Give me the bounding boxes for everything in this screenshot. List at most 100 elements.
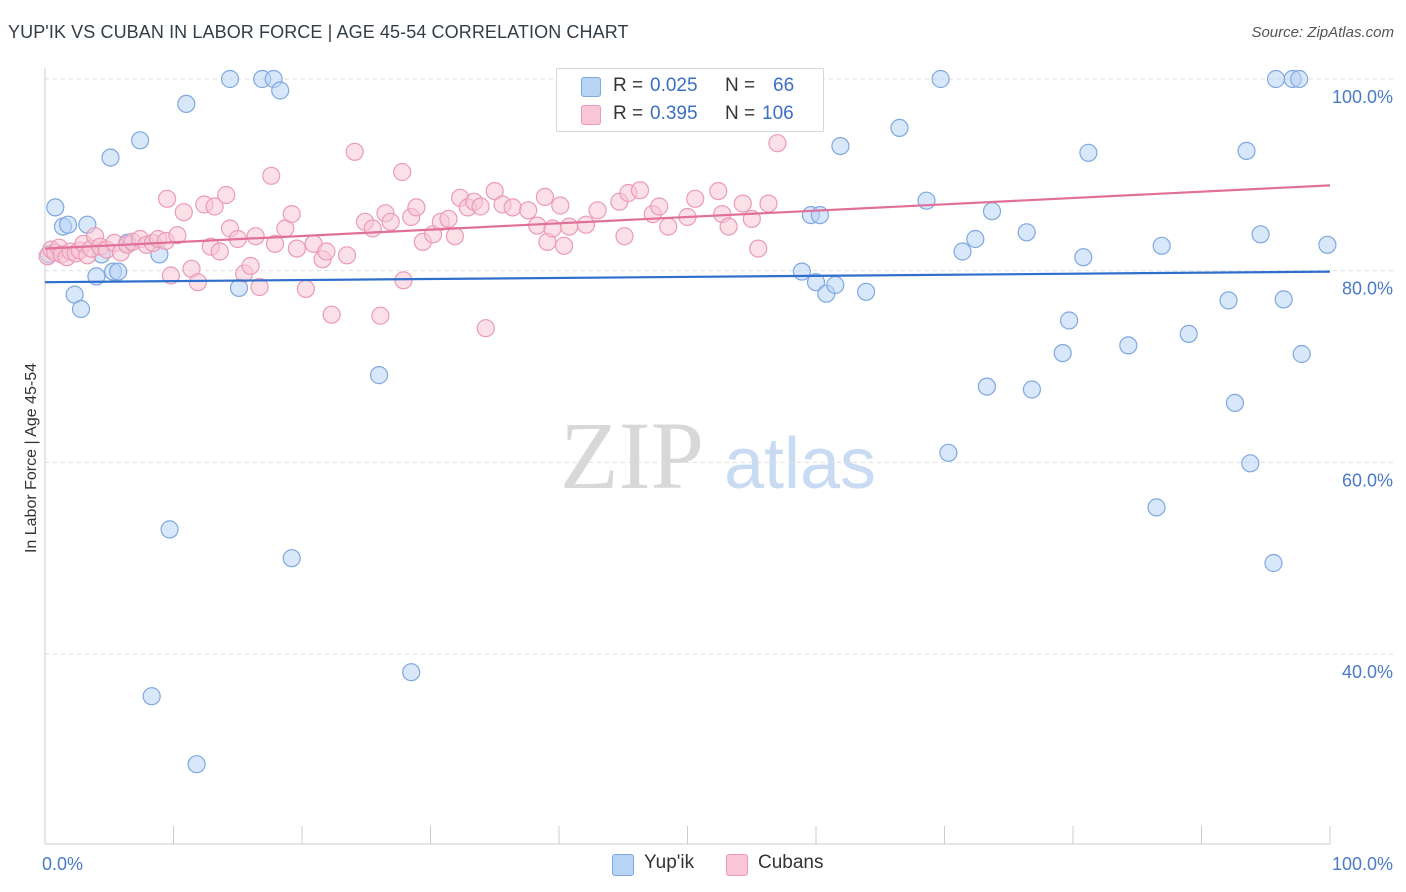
axes [44,68,1331,845]
scatter-point [337,246,357,265]
legend-n-label: N = [725,75,756,96]
scatter-point [1022,380,1042,399]
scatter-point [241,256,260,275]
legend-row-yupik: R = 0.025 N = 66 [557,73,823,99]
scatter-point [686,189,705,208]
scatter-point [1053,344,1072,363]
legend-r-value: 0.025 [650,75,698,96]
series-cubans [38,134,787,338]
scatter-point [445,227,464,246]
scatter-point [282,549,301,568]
scatter-point [939,443,958,462]
scatter-point [262,166,281,185]
legend-r-value: 0.395 [650,103,698,124]
scatter-point [1241,454,1260,473]
scatter-point [615,227,634,246]
legend-n-value: 106 [762,103,794,124]
scatter-point [1290,69,1309,89]
y-tick-label: 80.0% [1342,279,1393,299]
scatter-point [407,198,426,217]
scatter-point [393,162,412,182]
scatter-point [220,69,240,89]
watermark-zip: ZIP [560,402,704,509]
scatter-point [210,242,229,261]
scatter-point [806,273,826,292]
scatter-point [265,234,285,253]
legend-n-label: N = [725,103,756,124]
scatter-point [1318,235,1337,254]
scatter-point [977,377,997,396]
scatter-point [659,217,678,236]
scatter-point [1264,553,1283,573]
scatter-point [317,242,336,261]
legend-n-value: 66 [773,75,795,96]
scatter-point [519,201,538,220]
bottom-legend-swatch-yupik [612,854,634,876]
scatter-point [733,194,752,213]
scatter-point [560,217,579,236]
scatter-point [161,266,180,285]
scatter-point [471,197,490,216]
scatter-point [1292,344,1311,364]
scatter-point [588,201,607,220]
scatter-point [768,134,787,153]
scatter-point [282,205,301,224]
scatter-point [485,182,504,201]
scatter-point [709,182,728,201]
gridlines [45,78,1393,655]
scatter-point [982,202,1002,221]
scatter-point [205,197,224,216]
scatter-point [831,137,850,156]
scatter-point [101,148,120,167]
scatter-point [554,236,574,255]
watermark: ZIP atlas [560,402,876,509]
x-tick-label: 100.0% [1332,854,1393,874]
scatter-point [503,198,522,217]
scatter-points [38,69,1337,774]
scatter-point [551,196,570,215]
scatter-point [168,226,187,245]
scatter-point [1237,141,1256,160]
scatter-point [719,217,738,236]
bottom-legend-label-cubans: Cubans [758,852,824,873]
scatter-point [1219,291,1238,310]
scatter-point [217,185,236,205]
legend-swatch-cubans [581,105,601,125]
scatter-point [46,198,65,217]
scatter-point [58,215,78,234]
scatter-point [174,203,193,222]
scatter-point [71,299,91,319]
scatter-point [1017,223,1036,242]
scatter-point [1179,324,1198,343]
scatter-point [535,187,555,206]
scatter-point [1119,336,1138,355]
scatter-point [931,69,950,89]
scatter-point [890,118,909,138]
scatter-point [826,275,845,295]
scatter-point [856,282,876,301]
scatter-point [1152,236,1171,255]
scatter-point [287,239,306,258]
scatter-point [759,194,778,213]
scatter-point [131,131,150,150]
y-tick-labels: 100.0% 80.0% 60.0% 40.0% [1332,87,1393,682]
scatter-point [576,215,596,234]
scatter-point [630,181,650,200]
watermark-atlas: atlas [724,424,876,504]
scatter-point [792,262,812,281]
chart-title: YUP'IK VS CUBAN IN LABOR FORCE | AGE 45-… [8,22,629,42]
legend-r-label: R = [613,103,644,124]
scatter-point [363,219,382,238]
chart-source: Source: ZipAtlas.com [1251,24,1394,41]
scatter-point [476,319,495,338]
scatter-point [160,520,179,539]
scatter-point [296,279,315,298]
scatter-point [142,687,161,706]
scatter-point [371,306,390,325]
y-tick-label: 100.0% [1332,87,1393,107]
trend-lines [44,184,1331,284]
scatter-point [250,277,269,297]
scatter-point [917,191,936,210]
bottom-legend-swatch-cubans [726,854,748,876]
